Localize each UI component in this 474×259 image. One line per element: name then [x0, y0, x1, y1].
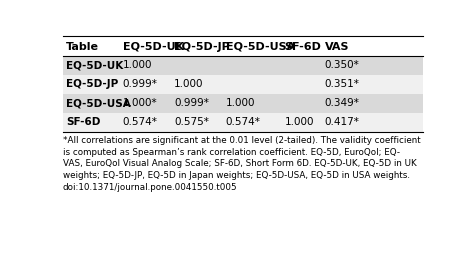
Text: 1.000*: 1.000*	[123, 98, 157, 108]
Bar	[63, 75, 423, 94]
Text: 1.000: 1.000	[226, 98, 255, 108]
Text: 0.349*: 0.349*	[325, 98, 360, 108]
Text: Table: Table	[66, 41, 99, 52]
Text: EQ-5D-UK: EQ-5D-UK	[66, 61, 123, 70]
Text: SF-6D: SF-6D	[284, 41, 321, 52]
Text: 0.351*: 0.351*	[325, 80, 360, 89]
Text: EQ-5D-UK: EQ-5D-UK	[123, 41, 184, 52]
Text: 1.000: 1.000	[174, 80, 204, 89]
Text: 0.575*: 0.575*	[174, 117, 209, 127]
Text: VAS: VAS	[325, 41, 349, 52]
Text: EQ-5D-USA: EQ-5D-USA	[226, 41, 295, 52]
Text: 0.999*: 0.999*	[174, 98, 209, 108]
Text: 0.350*: 0.350*	[325, 61, 360, 70]
Text: EQ-5D-JP: EQ-5D-JP	[174, 41, 230, 52]
Bar	[63, 56, 423, 75]
Text: EQ-5D-JP: EQ-5D-JP	[66, 80, 118, 89]
Bar	[63, 37, 423, 56]
Text: 1.000: 1.000	[123, 61, 152, 70]
Bar	[63, 113, 423, 132]
Text: 0.574*: 0.574*	[123, 117, 158, 127]
Text: EQ-5D-USA: EQ-5D-USA	[66, 98, 131, 108]
Text: 0.999*: 0.999*	[123, 80, 158, 89]
Bar	[63, 94, 423, 113]
Text: 1.000: 1.000	[284, 117, 314, 127]
Text: 0.417*: 0.417*	[325, 117, 360, 127]
Text: *All correlations are significant at the 0.01 level (2-tailed). The validity coe: *All correlations are significant at the…	[63, 136, 420, 192]
Text: 0.574*: 0.574*	[226, 117, 261, 127]
Text: SF-6D: SF-6D	[66, 117, 100, 127]
